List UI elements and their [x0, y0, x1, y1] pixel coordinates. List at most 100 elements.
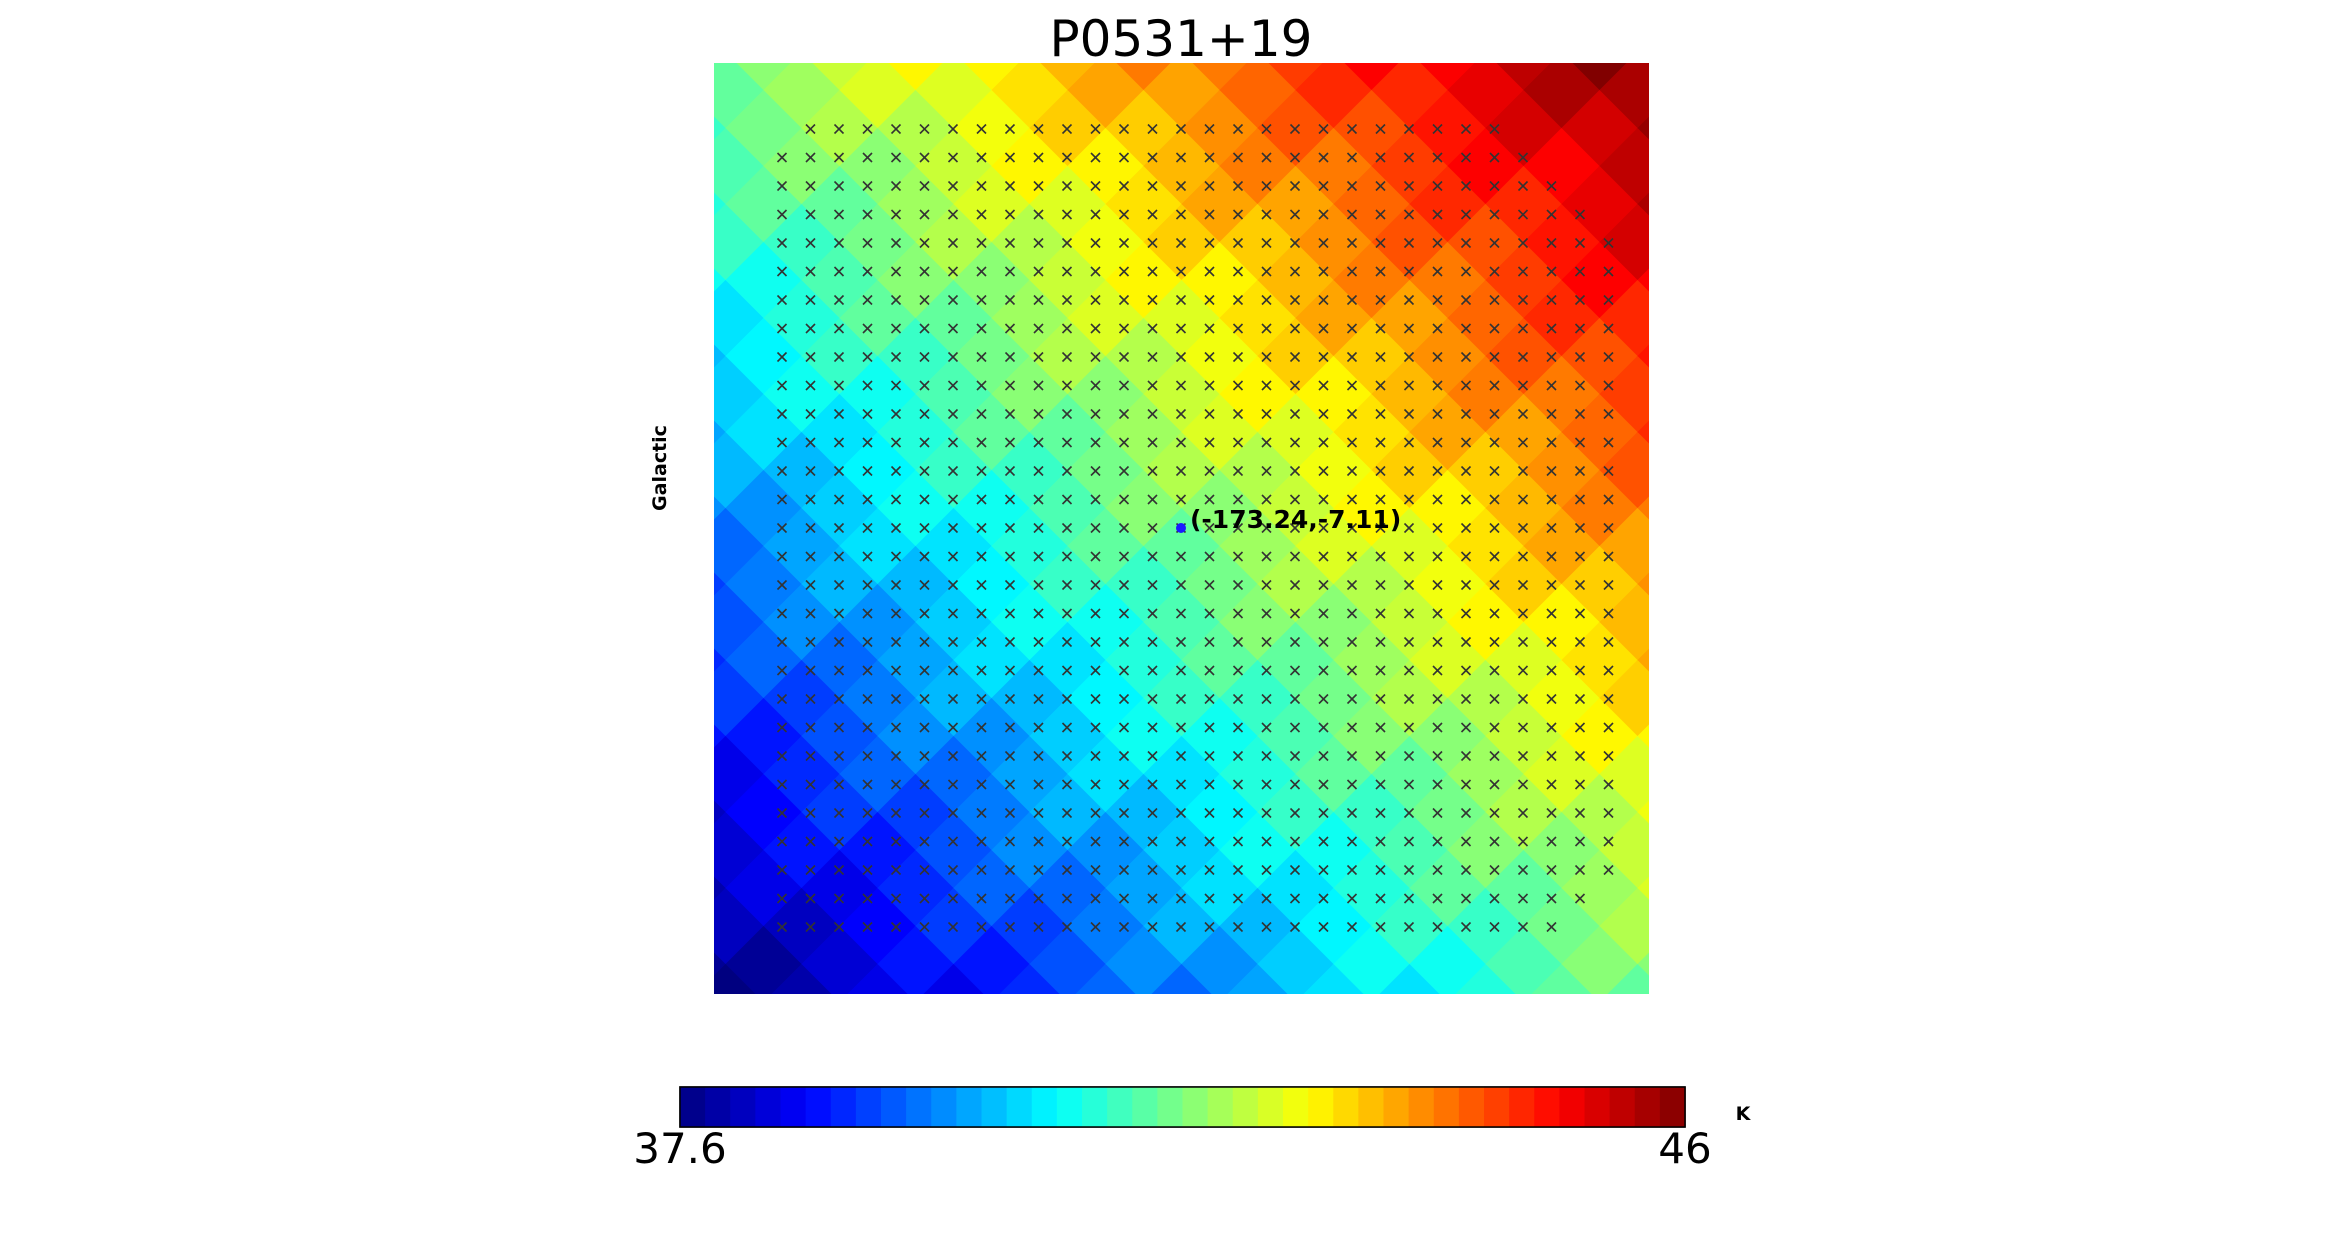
- grid-marker: [833, 579, 845, 591]
- grid-marker: [1403, 123, 1415, 135]
- grid-marker: [1432, 807, 1443, 819]
- grid-marker: [1033, 465, 1044, 477]
- grid-marker: [833, 722, 845, 733]
- grid-marker: [1232, 722, 1244, 733]
- grid-marker: [776, 437, 788, 448]
- grid-marker: [1147, 608, 1158, 619]
- colorbar-segment: [780, 1087, 807, 1127]
- grid-marker: [890, 180, 902, 192]
- heatmap-cell: [1531, 964, 1592, 994]
- grid-marker: [1603, 693, 1614, 705]
- grid-marker: [1261, 779, 1272, 790]
- grid-marker: [947, 893, 959, 904]
- grid-marker: [1546, 351, 1557, 363]
- grid-marker: [890, 237, 902, 249]
- grid-marker: [1004, 237, 1016, 249]
- grid-marker: [862, 380, 873, 391]
- grid-marker: [1546, 180, 1557, 192]
- grid-marker: [1546, 864, 1557, 876]
- grid-marker: [833, 807, 845, 819]
- colorbar-segment: [705, 1087, 731, 1127]
- grid-marker: [1147, 294, 1158, 306]
- grid-marker: [1232, 551, 1244, 562]
- grid-marker: [1118, 665, 1130, 676]
- grid-marker: [1061, 779, 1073, 790]
- grid-marker: [833, 209, 845, 220]
- grid-marker: [1289, 294, 1301, 306]
- colorbar-segment: [1308, 1087, 1334, 1127]
- grid-marker: [1403, 380, 1415, 391]
- grid-marker: [947, 180, 959, 192]
- grid-marker: [1204, 551, 1215, 562]
- grid-marker: [1175, 722, 1187, 733]
- grid-marker: [976, 123, 987, 135]
- grid-marker: [776, 152, 788, 163]
- grid-marker: [947, 323, 959, 334]
- colorbar-segment: [1609, 1087, 1636, 1127]
- grid-marker: [1289, 921, 1301, 933]
- grid-marker: [1289, 266, 1301, 277]
- heatmap-cell: [1598, 432, 1649, 510]
- grid-marker: [919, 608, 930, 619]
- heatmap-cell: [714, 496, 727, 522]
- grid-marker: [947, 779, 959, 790]
- grid-marker: [776, 636, 788, 648]
- grid-marker: [890, 465, 902, 477]
- heatmap-cell: [1675, 432, 1753, 510]
- heatmap-cell: [714, 724, 727, 750]
- grid-marker: [862, 579, 873, 591]
- heatmap-cell: [1636, 192, 1649, 218]
- grid-marker: [1318, 209, 1329, 220]
- grid-marker: [1204, 408, 1215, 420]
- grid-marker: [1033, 522, 1044, 534]
- colorbar-segment: [1408, 1087, 1435, 1127]
- grid-marker: [805, 722, 816, 733]
- grid-marker: [1432, 750, 1443, 762]
- grid-marker: [1346, 893, 1358, 904]
- grid-marker: [805, 152, 816, 163]
- grid-marker: [1375, 579, 1386, 591]
- grid-marker: [1289, 323, 1301, 334]
- grid-marker: [1375, 722, 1386, 733]
- grid-marker: [1232, 351, 1244, 363]
- grid-marker: [1033, 380, 1044, 391]
- grid-marker: [1603, 465, 1614, 477]
- grid-marker: [1574, 465, 1586, 477]
- heatmap-cell: [734, 63, 793, 92]
- grid-marker: [1403, 893, 1415, 904]
- grid-marker: [1574, 864, 1586, 876]
- grid-marker: [1546, 893, 1557, 904]
- grid-marker: [1489, 722, 1500, 733]
- grid-marker: [919, 465, 930, 477]
- grid-marker: [1517, 152, 1529, 163]
- grid-marker: [1603, 437, 1614, 448]
- grid-marker: [947, 380, 959, 391]
- heatmap-cell: [714, 888, 765, 966]
- grid-marker: [1033, 123, 1044, 135]
- grid-marker: [1033, 323, 1044, 334]
- grid-marker: [1289, 722, 1301, 733]
- grid-marker: [862, 807, 873, 819]
- grid-marker: [1175, 693, 1187, 705]
- grid-marker: [976, 209, 987, 220]
- grid-marker: [890, 380, 902, 391]
- grid-marker: [1147, 693, 1158, 705]
- grid-marker: [976, 522, 987, 534]
- grid-marker: [1517, 408, 1529, 420]
- grid-marker: [1261, 152, 1272, 163]
- grid-marker: [833, 921, 845, 933]
- grid-marker: [1204, 494, 1215, 505]
- grid-marker: [1432, 380, 1443, 391]
- grid-marker: [947, 693, 959, 705]
- grid-marker: [1147, 465, 1158, 477]
- grid-marker: [1090, 893, 1101, 904]
- grid-marker: [1061, 351, 1073, 363]
- grid-marker: [1004, 123, 1016, 135]
- grid-marker: [1090, 408, 1101, 420]
- grid-marker: [947, 522, 959, 534]
- grid-marker: [1460, 807, 1472, 819]
- grid-marker: [1289, 465, 1301, 477]
- colorbar-segment: [1257, 1087, 1284, 1127]
- grid-marker: [890, 750, 902, 762]
- grid-marker: [833, 237, 845, 249]
